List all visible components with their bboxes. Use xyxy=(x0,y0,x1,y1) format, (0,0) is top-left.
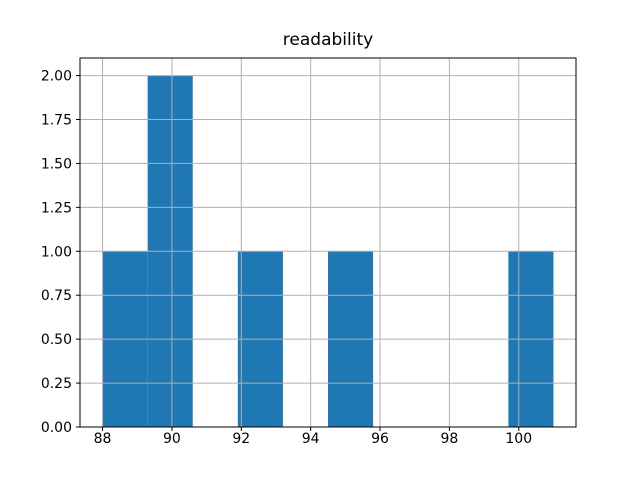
x-tick-label: 94 xyxy=(302,431,320,447)
x-tick-label: 98 xyxy=(440,431,458,447)
y-tick-label: 0.50 xyxy=(41,332,72,348)
y-tick-label: 0.75 xyxy=(41,288,72,304)
axes-border xyxy=(79,57,577,428)
x-tick-label: 88 xyxy=(94,431,112,447)
y-tick-label: 0.25 xyxy=(41,376,72,392)
y-tick-label: 1.75 xyxy=(41,113,72,129)
y-tick-label: 2.00 xyxy=(41,69,72,85)
chart-title: readability xyxy=(282,30,374,50)
x-tick-label: 90 xyxy=(163,431,181,447)
y-tick-label: 0.00 xyxy=(41,420,72,436)
x-tick-label: 92 xyxy=(232,431,250,447)
x-tick-label: 100 xyxy=(505,431,532,447)
x-tick-label: 96 xyxy=(371,431,389,447)
y-tick-label: 1.00 xyxy=(41,244,72,260)
y-tick-label: 1.50 xyxy=(41,156,72,172)
y-tick-label: 1.25 xyxy=(41,200,72,216)
